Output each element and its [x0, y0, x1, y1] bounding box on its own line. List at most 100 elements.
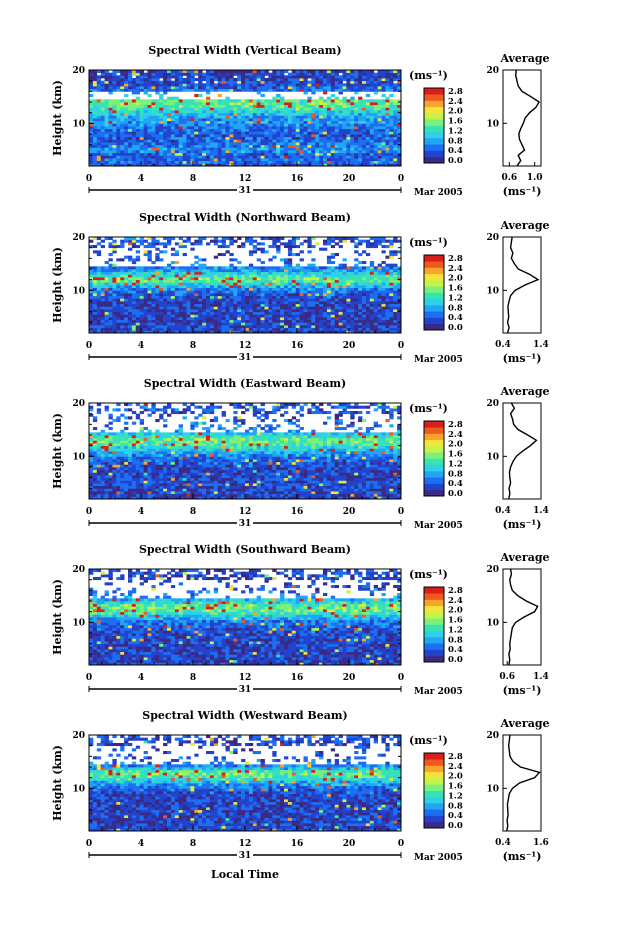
heatmap-cell [194, 104, 199, 108]
heatmap-cell [362, 144, 367, 148]
heatmap-cell [143, 131, 148, 135]
heatmap-cell [100, 115, 105, 119]
heatmap-cell [178, 75, 183, 79]
heatmap-cell [330, 274, 336, 278]
heatmap-cell [89, 311, 94, 315]
heatmap-cell [272, 118, 277, 122]
heatmap-cell [241, 269, 246, 273]
heatmap-cell [159, 144, 164, 148]
heatmap-cell [307, 86, 312, 90]
heatmap-cell [365, 136, 371, 140]
heatmap-cell [315, 142, 320, 146]
heatmap-cell [280, 80, 285, 84]
heatmap-cell [159, 80, 164, 84]
heatmap-cell [385, 293, 390, 297]
heatmap-cell [287, 144, 293, 148]
heatmap-cell [369, 118, 375, 122]
heatmap-cell [315, 269, 320, 273]
heatmap-cell [92, 136, 98, 140]
heatmap-cell [89, 118, 94, 122]
heatmap-cell [389, 263, 394, 267]
heatmap-cell [131, 298, 137, 302]
heatmap-cell [139, 155, 144, 159]
heatmap-cell [104, 86, 109, 90]
heatmap-cell [147, 88, 152, 92]
heatmap-cell [178, 78, 183, 82]
heatmap-cell [397, 136, 402, 140]
heatmap-cell [350, 309, 355, 313]
heatmap-cell [178, 83, 183, 87]
heatmap-cell [358, 285, 363, 289]
heatmap-cell [334, 142, 339, 146]
heatmap-cell [338, 269, 343, 273]
heatmap-cell [358, 144, 363, 148]
heatmap-cell [256, 104, 261, 108]
heatmap-cell [272, 285, 277, 289]
heatmap-cell [303, 136, 308, 140]
heatmap-cell [342, 78, 347, 82]
heatmap-cell [330, 107, 336, 111]
heatmap-cell [358, 279, 363, 283]
heatmap-cell [334, 70, 339, 74]
heatmap-cell [397, 325, 402, 329]
heatmap-cell [252, 123, 258, 127]
heatmap-cell [299, 242, 304, 246]
heatmap-cell [209, 160, 215, 164]
heatmap-cell [291, 327, 297, 331]
heatmap-cell [112, 298, 117, 302]
heatmap-cell [131, 107, 137, 111]
heatmap-cell [116, 282, 121, 286]
heatmap-cell [307, 245, 312, 249]
heatmap-cell [365, 80, 371, 84]
heatmap-cell [365, 102, 371, 106]
heatmap-cell [143, 160, 148, 164]
heatmap-cell [252, 327, 258, 331]
heatmap-cell [198, 86, 203, 90]
heatmap-cell [96, 163, 102, 167]
heatmap-cell [112, 120, 117, 124]
heatmap-cell [202, 306, 207, 310]
colorbar-tick-label: 2.8 [448, 87, 463, 97]
heatmap-cell [311, 99, 316, 103]
heatmap-cell [385, 88, 390, 92]
heatmap-cell [221, 295, 226, 299]
heatmap-cell [198, 150, 203, 154]
heatmap-cell [213, 303, 219, 307]
heatmap-cell [381, 94, 386, 98]
heatmap-cell [104, 128, 109, 132]
heatmap-cell [167, 75, 172, 79]
heatmap-cell [241, 80, 246, 84]
heatmap-cell [245, 80, 250, 84]
heatmap-cell [182, 86, 187, 90]
heatmap-cell [272, 269, 277, 273]
heatmap-cell [299, 120, 304, 124]
heatmap-cell [225, 274, 230, 278]
heatmap-cell [377, 118, 382, 122]
heatmap-cell [287, 115, 293, 119]
heatmap-cell [381, 123, 386, 127]
heatmap-cell [280, 285, 285, 289]
heatmap-cell [167, 112, 172, 116]
heatmap-cell [151, 261, 156, 265]
heatmap-cell [299, 99, 304, 103]
heatmap-cell [330, 266, 336, 270]
heatmap-cell [229, 309, 234, 313]
heatmap-cell [276, 311, 281, 315]
heatmap-cell [178, 301, 183, 305]
heatmap-cell [233, 78, 238, 82]
heatmap-cell [89, 282, 94, 286]
heatmap-cell [248, 120, 254, 124]
heatmap-cell [287, 309, 293, 313]
heatmap-cell [116, 301, 121, 305]
heatmap-cell [174, 155, 180, 159]
heatmap-cell [104, 150, 109, 154]
heatmap-cell [287, 303, 293, 307]
heatmap-cell [264, 123, 269, 127]
heatmap-cell [100, 330, 105, 334]
heatmap-cell [135, 83, 141, 87]
heatmap-cell [131, 99, 137, 103]
heatmap-cell [92, 99, 98, 103]
heatmap-cell [241, 330, 246, 334]
heatmap-cell [319, 152, 324, 156]
heatmap-cell [163, 250, 168, 254]
